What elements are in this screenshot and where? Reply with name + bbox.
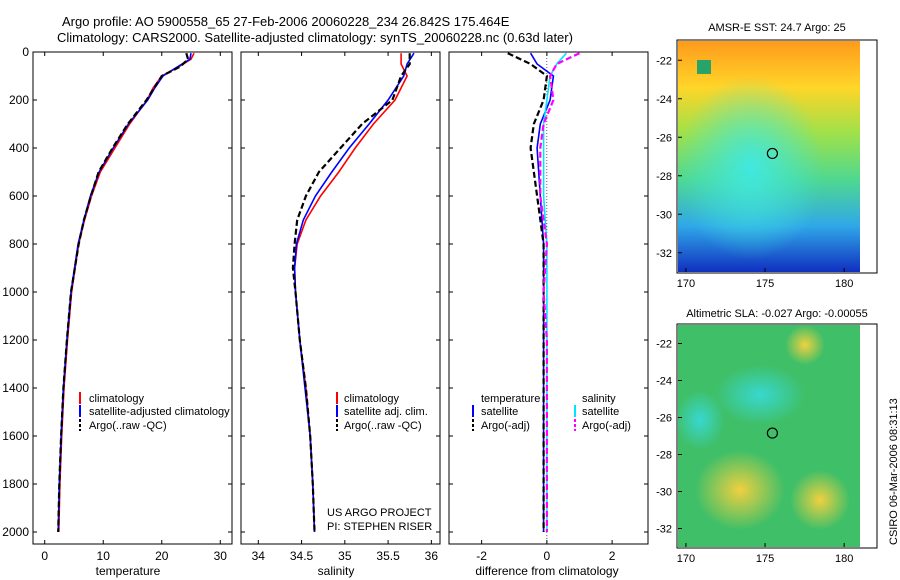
series-temperature-argo-adj — [507, 52, 549, 532]
y-tick-label: 800 — [9, 237, 29, 251]
x-tick-label: 0 — [544, 549, 551, 563]
map-y-tick-label: -30 — [656, 487, 672, 499]
map-y-tick-label: -32 — [656, 248, 672, 260]
map-y-tick-label: -28 — [656, 450, 672, 462]
difference-axis-ticks: -2 0 2 — [449, 51, 648, 563]
x-tick-label: 30 — [214, 549, 228, 563]
temperature-plot-frame — [32, 51, 233, 545]
y-tick-label: 1200 — [2, 333, 29, 347]
sst-map-title: AMSR-E SST: 24.7 Argo: 25 — [708, 22, 846, 34]
x-tick-label: 20 — [155, 549, 169, 563]
sst-map-panel: AMSR-E SST: 24.7 Argo: 25 170 175 180 -22 -2… — [656, 22, 878, 290]
legend-label-climatology: climatology — [344, 393, 400, 405]
y-tick-label: 1000 — [2, 285, 29, 299]
map-x-tick-label: 175 — [756, 553, 774, 565]
map-x-tick-label: 180 — [835, 553, 853, 565]
map-y-tick-label: -26 — [656, 132, 672, 144]
map-y-tick-label: -22 — [656, 339, 672, 351]
temperature-axis-ticks: 0 10 20 30 0 200 400 600 800 1000 1200 1400 1600 1800… — [2, 45, 232, 563]
salinity-x-label: salinity — [318, 564, 355, 578]
argo-location-marker — [766, 147, 778, 160]
difference-x-label: difference from climatology — [475, 564, 618, 578]
x-tick-label: 36 — [425, 549, 439, 563]
map-y-tick-label: -26 — [656, 413, 672, 425]
sla-map-title: Altimetric SLA: -0.027 Argo: -0.00055 — [686, 308, 868, 320]
figure-subtitle: Climatology: CARS2000. Satellite-adjuste… — [57, 30, 573, 45]
sst-map-ticks: 170 175 180 -22 -24 -26 -28 -30 -32 — [656, 55, 853, 290]
legend-label-temp-satellite: satellite — [481, 406, 518, 418]
legend-label-argo: Argo(..raw -QC) — [89, 420, 167, 432]
legend-label-temp-argo: Argo(-adj) — [481, 420, 530, 432]
x-tick-label: 35 — [338, 549, 352, 563]
legend-label-satellite: satellite-adjusted climatology — [89, 406, 230, 418]
map-y-tick-label: -24 — [656, 376, 672, 388]
y-tick-label: 400 — [9, 141, 29, 155]
legend-header-temperature: temperature — [481, 393, 540, 405]
sla-map-ticks: 170 175 180 -22 -24 -26 -28 -30 -32 — [656, 339, 853, 566]
legend-label-sal-satellite: satellite — [582, 406, 619, 418]
sla-high-patch — [785, 325, 825, 365]
salinity-panel: 34 34.5 35 35.5 36 climatology satellite adj… — [240, 51, 441, 578]
temperature-x-label: temperature — [96, 564, 161, 578]
x-tick-label: -2 — [476, 549, 487, 563]
map-x-tick-label: 180 — [835, 278, 853, 290]
x-tick-label: 0 — [41, 549, 48, 563]
y-tick-label: 1800 — [2, 477, 29, 491]
legend-header-salinity: salinity — [582, 393, 616, 405]
y-tick-label: 200 — [9, 93, 29, 107]
sla-low-patch — [715, 365, 805, 425]
difference-legend: temperature salinity satellite Argo(-adj… — [472, 393, 631, 432]
y-tick-label: 0 — [22, 45, 29, 59]
temperature-legend: climatology satellite-adjusted climatolo… — [79, 392, 230, 432]
series-argo-raw-qc — [291, 53, 411, 533]
salinity-axis-ticks: 34 34.5 35 35.5 36 — [241, 51, 440, 563]
map-y-tick-label: -32 — [656, 524, 672, 536]
x-tick-label: 34 — [252, 549, 266, 563]
y-tick-label: 600 — [9, 189, 29, 203]
map-x-tick-label: 170 — [677, 278, 695, 290]
map-y-tick-label: -28 — [656, 171, 672, 183]
y-tick-label: 2000 — [2, 525, 29, 539]
sla-high-patch — [695, 450, 785, 530]
sla-low-patch — [675, 390, 725, 450]
difference-profiles — [507, 52, 580, 532]
difference-plot-frame — [448, 51, 649, 545]
legend-label-argo: Argo(..raw -QC) — [344, 420, 422, 432]
map-x-tick-label: 170 — [677, 553, 695, 565]
salinity-profiles — [291, 52, 415, 533]
project-note-line2: PI: STEPHEN RISER — [327, 521, 432, 533]
timestamp-stamp: CSIRO 06-Mar-2006 08:31:13 — [888, 398, 900, 545]
legend-label-sal-argo: Argo(-adj) — [582, 420, 631, 432]
project-note-line1: US ARGO PROJECT — [327, 507, 432, 519]
difference-panel: -2 0 2 temperature salinity satellite Argo… — [448, 51, 649, 578]
x-tick-label: 10 — [97, 549, 111, 563]
series-argo-raw-qc — [57, 52, 190, 533]
salinity-plot-frame — [240, 51, 441, 545]
x-tick-label: 35.5 — [376, 549, 400, 563]
sst-patch — [697, 60, 711, 74]
sla-map-panel: Altimetric SLA: -0.027 Argo: -0.00055 17… — [656, 308, 878, 566]
legend-label-climatology: climatology — [89, 393, 145, 405]
y-tick-label: 1600 — [2, 429, 29, 443]
salinity-legend: climatology satellite adj. clim. Argo(..… — [336, 392, 428, 432]
figure-title: Argo profile: AO 5900558_65 27-Feb-2006 … — [62, 14, 510, 29]
series-salinity-argo-adj — [539, 52, 580, 532]
sla-high-patch — [790, 470, 850, 530]
x-tick-label: 2 — [609, 549, 616, 563]
map-x-tick-label: 175 — [756, 278, 774, 290]
series-salinity-satellite — [542, 52, 567, 532]
temperature-profiles — [57, 52, 195, 533]
x-tick-label: 34.5 — [290, 549, 314, 563]
map-y-tick-label: -22 — [656, 55, 672, 67]
legend-label-satellite: satellite adj. clim. — [344, 406, 428, 418]
map-y-tick-label: -30 — [656, 209, 672, 221]
y-tick-label: 1400 — [2, 381, 29, 395]
argo-location-marker — [766, 427, 778, 439]
map-y-tick-label: -24 — [656, 94, 672, 106]
temperature-panel: 0 10 20 30 0 200 400 600 800 1000 1200 1400 1600 1800… — [2, 45, 233, 578]
